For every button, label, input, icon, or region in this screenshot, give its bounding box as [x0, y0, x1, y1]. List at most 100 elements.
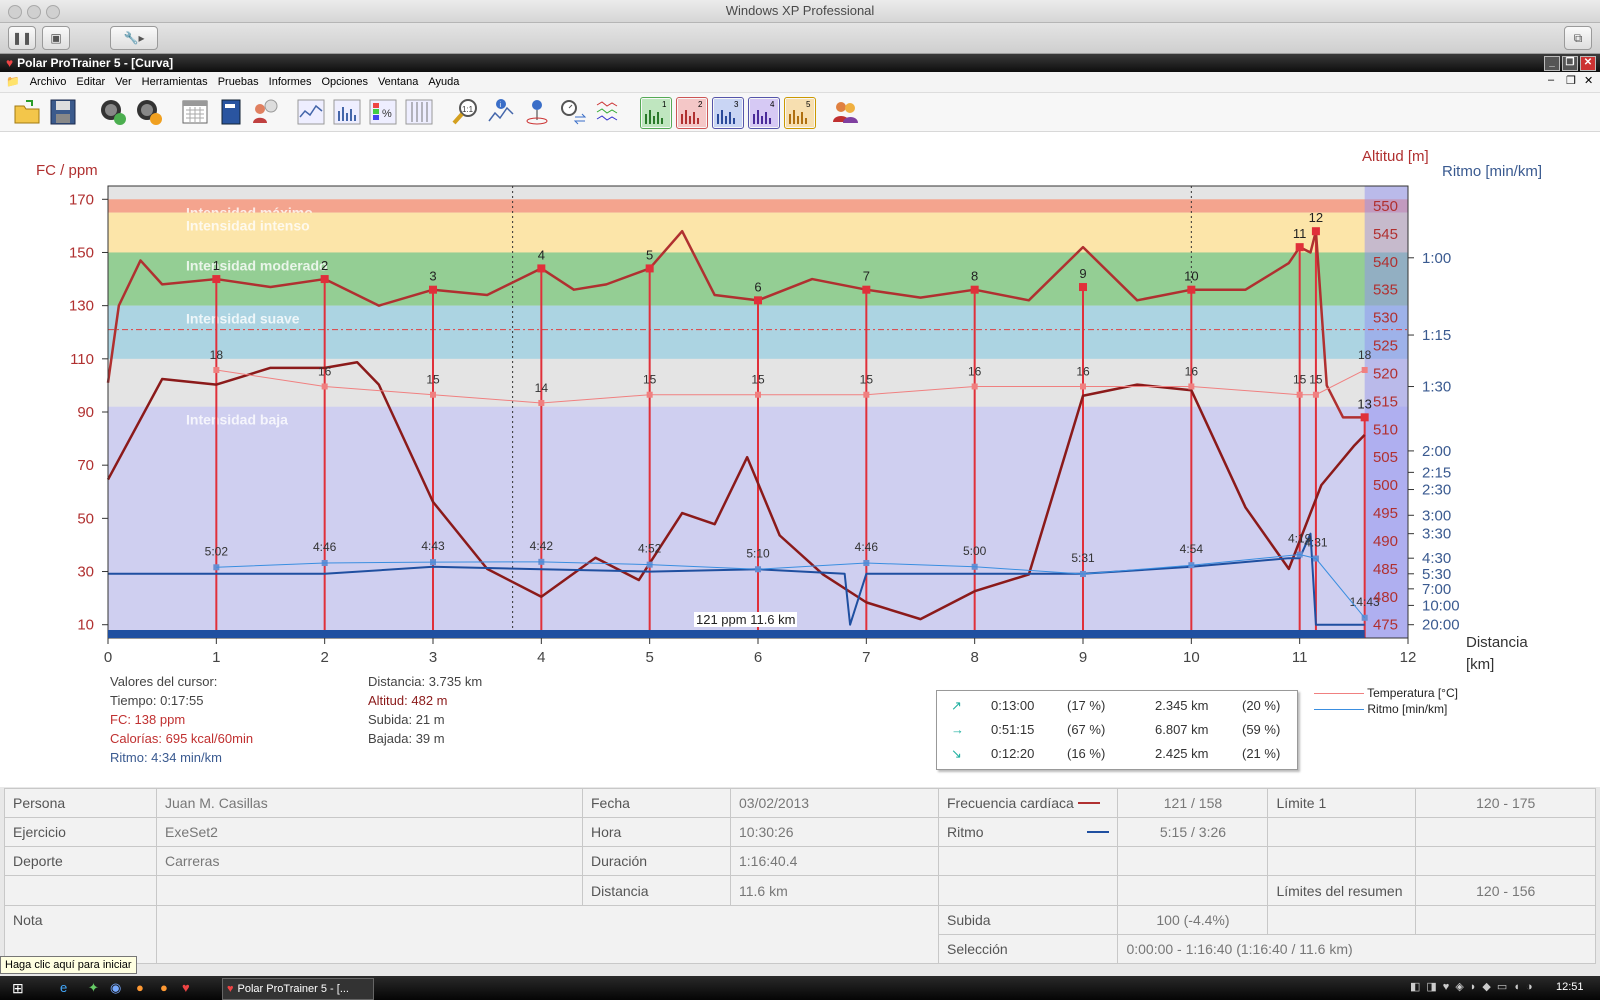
mdi-close-button[interactable]: ✕	[1584, 75, 1594, 87]
compare-1-icon[interactable]: 1	[640, 97, 672, 129]
pace-label: 4:43	[421, 539, 445, 553]
system-tray-icons[interactable]: ◧◨♥◈◗◆▭◖◑	[1410, 981, 1539, 993]
compare-5-icon[interactable]: 5	[784, 97, 816, 129]
stopwatch-compare-icon[interactable]	[558, 97, 588, 127]
subida-value: 100 (-4.4%)	[1117, 904, 1269, 935]
curve-view-icon[interactable]	[296, 97, 326, 127]
minimize-window-button[interactable]	[27, 5, 41, 19]
hr-tick-label: 110	[70, 351, 94, 368]
x-tick-label: 4	[537, 649, 545, 666]
save-icon[interactable]	[48, 97, 78, 127]
restore-button[interactable]: ❐	[1562, 56, 1578, 71]
percent-view-icon[interactable]: %	[368, 97, 398, 127]
lap-marker	[970, 285, 979, 294]
polar-app-icon: ♥	[6, 56, 14, 70]
pace-tick-label: 1:30	[1422, 379, 1451, 396]
flat-distance-pct: (59 %)	[1242, 722, 1281, 737]
polar-taskbar-icon[interactable]: ♥	[182, 980, 190, 995]
left-axis-title: FC / ppm	[36, 162, 98, 179]
start-button[interactable]: ⊞	[12, 980, 24, 996]
downhill-row: ↘ 0:12:20 (16 %) 2.425 km (21 %)	[937, 742, 1297, 766]
open-folder-icon[interactable]	[12, 97, 42, 127]
pace-tick-label: 5:30	[1422, 566, 1451, 583]
empty-cell	[1117, 846, 1269, 877]
temperature-label: 14	[535, 381, 549, 395]
empty-cell	[1267, 846, 1417, 877]
zoom-icon[interactable]: 1:1	[450, 97, 480, 127]
watch-settings-icon[interactable]	[134, 97, 164, 127]
diary-book-icon[interactable]	[216, 97, 246, 127]
mdi-restore-button[interactable]: ❐	[1566, 75, 1576, 87]
altitude-tick-label: 525	[1373, 338, 1398, 355]
flat-arrow-icon: →	[951, 722, 964, 737]
lap-marker	[1311, 227, 1320, 236]
multi-curve-icon[interactable]	[594, 97, 624, 127]
compare-3-icon[interactable]: 3	[712, 97, 744, 129]
bar-view-icon[interactable]	[332, 97, 362, 127]
x-tick-label: 2	[320, 649, 328, 666]
zoom-window-button[interactable]	[46, 5, 60, 19]
user-info-icon[interactable]	[250, 97, 280, 127]
pace-tick-label: 3:00	[1422, 507, 1451, 524]
altitude-tick-label: 495	[1373, 505, 1398, 522]
altitude-tick-label: 535	[1373, 282, 1398, 299]
pace-label: 4:19	[1288, 532, 1312, 546]
nota-label: Nota	[4, 904, 157, 965]
hr-value: 121 / 158	[1117, 787, 1269, 819]
close-button[interactable]: ✕	[1580, 56, 1596, 71]
firefox-icon-2[interactable]: ●	[160, 980, 168, 995]
legend-temperature: Temperatura [°C]	[1367, 686, 1458, 700]
close-window-button[interactable]	[8, 5, 22, 19]
explorer-icon[interactable]: ◉	[110, 980, 122, 995]
menu-informes[interactable]: Informes	[268, 76, 312, 88]
calendar-icon[interactable]	[180, 97, 210, 127]
altitude-tick-label: 520	[1373, 365, 1398, 382]
menu-editar[interactable]: Editar	[76, 76, 106, 88]
menu-pruebas[interactable]: Pruebas	[217, 76, 259, 88]
x-tick-label: 9	[1079, 649, 1087, 666]
app-titlebar: ♥ Polar ProTrainer 5 - [Curva] _ ❐ ✕	[0, 54, 1600, 72]
menu-ventana[interactable]: Ventana	[377, 76, 419, 88]
hr-label: Frecuencia cardíaca	[937, 787, 1119, 819]
ie-icon[interactable]: e	[60, 980, 68, 995]
pause-icon[interactable]: ❚❚	[8, 26, 36, 50]
cursor-distance: Distancia: 3.735 km	[368, 674, 483, 689]
snapshot-icon[interactable]: ▣	[42, 26, 70, 50]
task-button-polar[interactable]: ♥ Polar ProTrainer 5 - [...	[222, 978, 374, 1000]
graph-info-icon[interactable]: i	[486, 97, 516, 127]
altitude-tick-label: 510	[1373, 421, 1398, 438]
cursor-descent: Bajada: 39 m	[368, 731, 445, 746]
app-launcher-icon[interactable]: ✦	[88, 980, 99, 995]
minimize-button[interactable]: _	[1544, 56, 1560, 71]
pace-label: 4:31	[1304, 536, 1328, 550]
empty-cell	[1415, 846, 1596, 877]
pace-value: 5:15 / 3:26	[1117, 817, 1269, 848]
nota-field[interactable]	[156, 904, 939, 965]
pace-tick-label: 1:15	[1422, 327, 1451, 344]
sync-watch-icon[interactable]	[98, 97, 128, 127]
compare-2-icon[interactable]: 2	[676, 97, 708, 129]
lap-marker	[1187, 285, 1196, 294]
windows-icon[interactable]: ⧉	[1564, 26, 1592, 50]
hr-tick-label: 90	[77, 404, 94, 421]
menu-ayuda[interactable]: Ayuda	[428, 76, 460, 88]
menu-archivo[interactable]: Archivo	[29, 76, 67, 88]
graph-marker-icon[interactable]	[522, 97, 552, 127]
compare-4-icon[interactable]: 4	[748, 97, 780, 129]
firefox-icon[interactable]: ●	[136, 980, 144, 995]
downhill-arrow-icon: ↘	[951, 746, 962, 761]
hr-tick-label: 50	[77, 510, 94, 527]
chart-area[interactable]: Intensidad máximo Intensidad intenso Inten…	[0, 132, 1600, 787]
users-group-icon[interactable]	[830, 97, 860, 127]
host-toolbar: ❚❚ ▣ 🔧▸ ⧉	[0, 23, 1600, 54]
cursor-header: Valores del cursor:	[110, 674, 218, 689]
lap-number: 10	[1184, 269, 1198, 284]
mdi-minimize-button[interactable]: –	[1548, 74, 1555, 86]
menu-opciones[interactable]: Opciones	[321, 76, 368, 88]
menu-herramientas[interactable]: Herramientas	[141, 76, 208, 88]
folder-icon: 📁	[6, 76, 20, 88]
table-view-icon[interactable]	[404, 97, 434, 127]
settings-wrench-icon[interactable]: 🔧▸	[110, 26, 158, 50]
menu-ver[interactable]: Ver	[115, 76, 132, 88]
